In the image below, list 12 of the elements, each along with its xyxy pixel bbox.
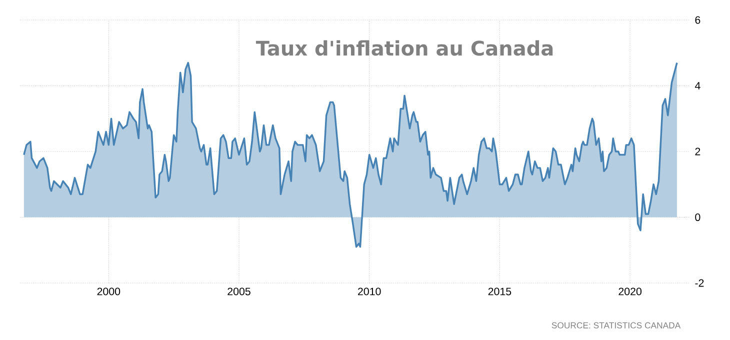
y-tick-label: -2 (695, 279, 704, 287)
x-tick-label: 2000 (97, 288, 120, 296)
y-tick-label: 4 (694, 82, 700, 90)
x-tick-label: 2010 (358, 288, 381, 296)
x-tick-label: 2020 (618, 288, 642, 296)
y-tick-label: 6 (695, 16, 700, 24)
x-tick-label: 2015 (488, 288, 512, 296)
source-note: SOURCE: STATISTICS CANADA (552, 322, 681, 328)
y-tick-label: 2 (695, 148, 700, 156)
y-tick-label: 0 (695, 213, 700, 222)
x-tick-label: 2005 (228, 288, 250, 296)
text: Taux d'inflation au Canada (256, 40, 553, 56)
